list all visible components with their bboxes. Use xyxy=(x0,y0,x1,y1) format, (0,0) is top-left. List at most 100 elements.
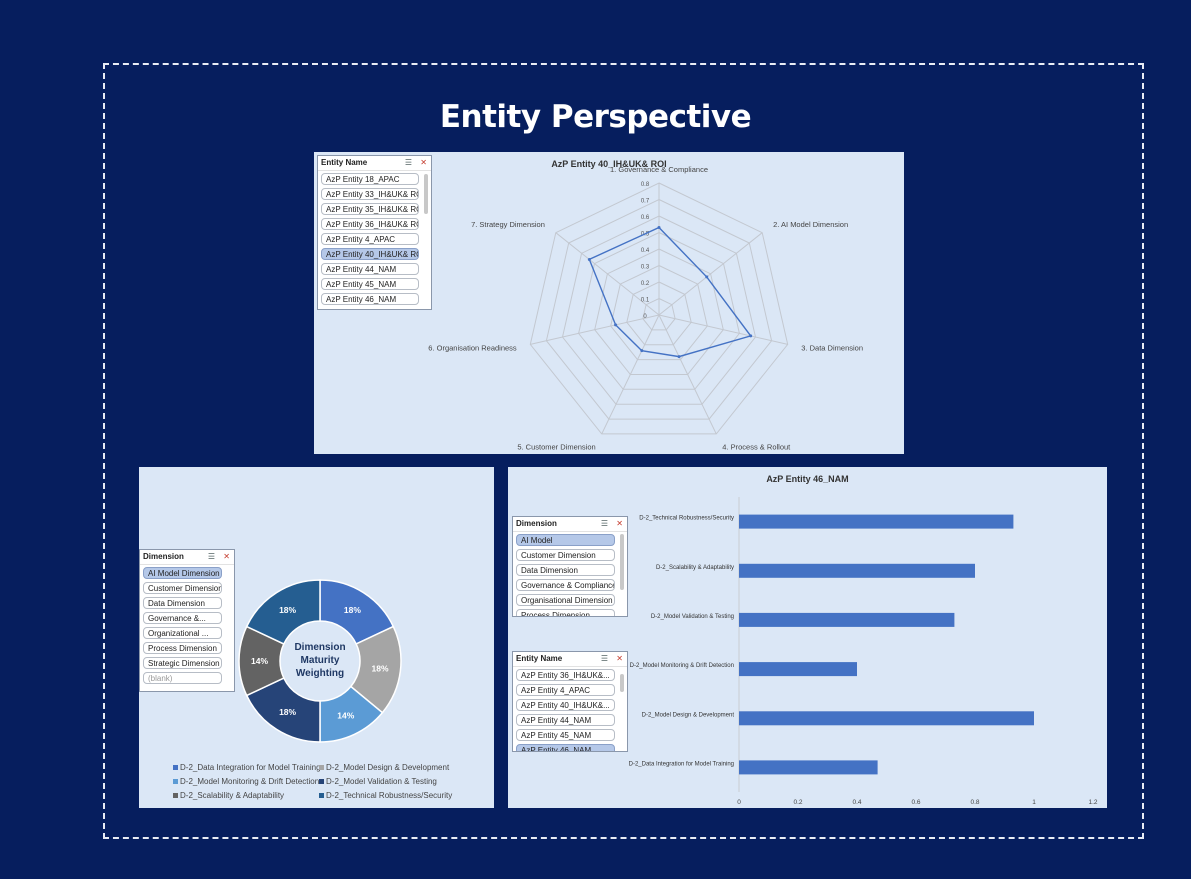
slicer-item[interactable]: AzP Entity 36_IH&UK&... xyxy=(516,669,615,681)
slicer-item[interactable]: AzP Entity 36_IH&UK& ROI xyxy=(321,218,419,230)
slicer-scrollbar[interactable] xyxy=(424,174,428,214)
legend-item: D-2_Scalability & Adaptability xyxy=(173,791,284,800)
radar-category-label: 4. Process & Rollout xyxy=(722,443,791,452)
slicer-scrollbar[interactable] xyxy=(620,674,624,692)
radar-axis xyxy=(530,314,660,345)
slicer-item[interactable]: Governance & Compliance xyxy=(516,579,615,591)
radar-gridline xyxy=(578,231,740,390)
bar-category-label: D-2_Model Monitoring & Drift Detection xyxy=(630,663,734,669)
legend-swatch xyxy=(319,779,324,785)
slicer-items: AI Model Customer Dimension Data Dimension… xyxy=(513,532,627,616)
slicer-title: Dimension xyxy=(143,552,184,561)
radar-point xyxy=(640,349,644,353)
slicer-item[interactable]: AI Model Dimension xyxy=(143,567,222,579)
slicer-title: Entity Name xyxy=(321,158,368,167)
legend-label: D-2_Scalability & Adaptability xyxy=(180,791,285,800)
donut-center-title: Maturity xyxy=(301,655,340,666)
donut-data-label: 14% xyxy=(251,656,268,666)
slicer-items: AI Model Dimension Customer Dimension Data… xyxy=(140,565,234,691)
slicer-item[interactable]: AzP Entity 46_NAM xyxy=(321,293,419,305)
slicer-item[interactable]: Governance &... xyxy=(143,612,222,624)
slicer-item[interactable]: AzP Entity 45_NAM xyxy=(516,729,615,741)
slicer-item[interactable]: AzP Entity 44_NAM xyxy=(516,714,615,726)
entity-name-slicer[interactable]: Entity Name ☰ ✕ AzP Entity 36_IH&UK&... A… xyxy=(512,651,628,752)
donut-center-title: Weighting xyxy=(296,668,344,679)
slicer-item[interactable]: AI Model xyxy=(516,534,615,546)
bar xyxy=(739,612,955,627)
slicer-title: Dimension xyxy=(516,519,557,528)
radar-tick-label: 0.6 xyxy=(641,215,650,221)
radar-category-label: 6. Organisation Readiness xyxy=(428,344,517,353)
slicer-item[interactable]: (blank) xyxy=(143,672,222,684)
radar-point xyxy=(749,334,753,338)
multi-select-icon[interactable]: ☰ xyxy=(404,158,412,167)
radar-point xyxy=(705,275,709,279)
slicer-items: AzP Entity 18_APAC AzP Entity 33_IH&UK& R… xyxy=(318,171,431,309)
slicer-items: AzP Entity 36_IH&UK&... AzP Entity 4_APAC… xyxy=(513,667,627,751)
slicer-item[interactable]: AzP Entity 4_APAC xyxy=(321,233,419,245)
radar-axis xyxy=(601,314,660,435)
legend-swatch xyxy=(173,779,178,785)
legend-label: D-2_Model Validation & Testing xyxy=(326,777,437,786)
slicer-item[interactable]: AzP Entity 4_APAC xyxy=(516,684,615,696)
radar-gridline xyxy=(529,182,789,435)
radar-category-label: 3. Data Dimension xyxy=(801,344,863,353)
donut-slice xyxy=(245,579,321,645)
dashboard-frame xyxy=(103,63,1144,839)
radar-point xyxy=(657,226,661,230)
legend-label: D-2_Model Monitoring & Drift Detection xyxy=(180,777,320,786)
donut-data-label: 18% xyxy=(279,707,296,717)
radar-point xyxy=(587,257,591,261)
radar-axis xyxy=(658,232,763,316)
bar-category-label: D-2_Scalability & Adaptability xyxy=(656,565,734,571)
slicer-item[interactable]: Organisational Dimension xyxy=(516,594,615,606)
donut-data-label: 14% xyxy=(337,711,354,721)
slicer-item[interactable]: AzP Entity 45_NAM xyxy=(321,278,419,290)
slicer-item[interactable]: AzP Entity 40_IH&UK&... xyxy=(516,699,615,711)
multi-select-icon[interactable]: ☰ xyxy=(600,519,608,528)
bar-x-tick-label: 0.4 xyxy=(852,799,861,806)
slicer-scrollbar[interactable] xyxy=(620,534,624,590)
multi-select-icon[interactable]: ☰ xyxy=(600,654,608,663)
clear-filter-icon[interactable]: ✕ xyxy=(616,519,623,528)
donut-data-label: 18% xyxy=(371,664,388,674)
multi-select-icon[interactable]: ☰ xyxy=(207,552,215,561)
slicer-item[interactable]: Data Dimension xyxy=(516,564,615,576)
page-title: Entity Perspective xyxy=(439,99,752,135)
slicer-item[interactable]: Process Dimension xyxy=(143,642,222,654)
slicer-item[interactable]: Data Dimension xyxy=(143,597,222,609)
legend-item: D-2_Model Validation & Testing xyxy=(319,777,437,786)
slicer-header: Entity Name ☰ ✕ xyxy=(318,156,431,171)
slicer-header: Dimension ☰ ✕ xyxy=(140,550,234,565)
slicer-item[interactable]: AzP Entity 44_NAM xyxy=(321,263,419,275)
radar-axis xyxy=(658,314,788,345)
radar-axis xyxy=(555,232,660,316)
dimension-slicer[interactable]: Dimension ☰ ✕ AI Model Dimension Customer… xyxy=(139,549,235,692)
slicer-item[interactable]: AzP Entity 40_IH&UK& ROI xyxy=(321,248,419,260)
clear-filter-icon[interactable]: ✕ xyxy=(616,654,623,663)
slicer-item[interactable]: AzP Entity 35_IH&UK& ROI xyxy=(321,203,419,215)
dimension-slicer[interactable]: Dimension ☰ ✕ AI Model Customer Dimension… xyxy=(512,516,628,617)
clear-filter-icon[interactable]: ✕ xyxy=(420,158,427,167)
entity-name-slicer[interactable]: Entity Name ☰ ✕ AzP Entity 18_APAC AzP En… xyxy=(317,155,432,310)
slicer-item[interactable]: Organizational ... xyxy=(143,627,222,639)
slicer-item[interactable]: Customer Dimension xyxy=(516,549,615,561)
slicer-item[interactable]: Customer Dimension xyxy=(143,582,222,594)
slicer-item[interactable]: Process Dimension xyxy=(516,609,615,616)
radar-tick-label: 0.8 xyxy=(641,182,650,188)
clear-filter-icon[interactable]: ✕ xyxy=(223,552,230,561)
radar-category-label: 7. Strategy Dimension xyxy=(471,220,545,229)
radar-gridline xyxy=(642,297,676,331)
bar-x-tick-label: 0.6 xyxy=(911,799,920,806)
slicer-item[interactable]: AzP Entity 18_APAC xyxy=(321,173,419,185)
radar-series-line xyxy=(588,226,752,358)
radar-category-label: 2. AI Model Dimension xyxy=(773,220,848,229)
slicer-header: Entity Name ☰ ✕ xyxy=(513,652,627,667)
slicer-item[interactable]: AzP Entity 46_NAM xyxy=(516,744,615,751)
slicer-item[interactable]: Strategic Dimension xyxy=(143,657,222,669)
slicer-item[interactable]: AzP Entity 33_IH&UK& ROI xyxy=(321,188,419,200)
radar-chart-panel: Entity Name ☰ ✕ AzP Entity 18_APAC AzP En… xyxy=(314,152,904,454)
radar-gridline xyxy=(594,248,724,375)
donut-chart-panel: Dimension ☰ ✕ AI Model Dimension Customer… xyxy=(139,467,494,808)
radar-tick-label: 0.3 xyxy=(641,265,650,271)
